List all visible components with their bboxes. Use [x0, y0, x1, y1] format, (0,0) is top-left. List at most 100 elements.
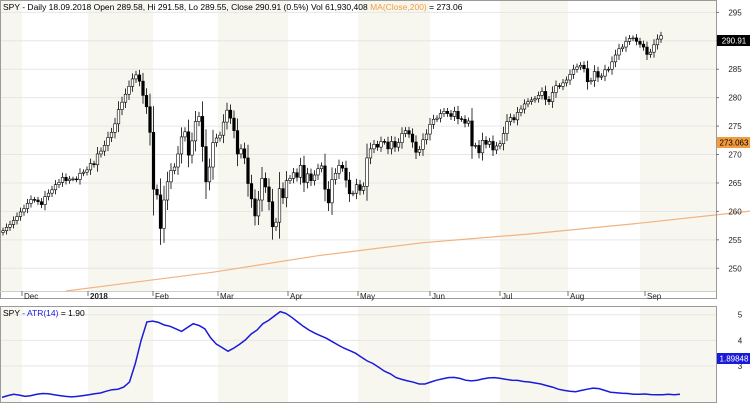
atr-month-band — [568, 307, 640, 402]
candle-body — [50, 189, 54, 194]
candle-body — [214, 137, 219, 143]
x-axis: Dec 2018 Feb Mar Apr May Jun Jul Aug Sep — [21, 291, 662, 301]
price-y-tick-label: 275 — [728, 122, 742, 131]
candle-body — [60, 176, 65, 183]
candle-body — [155, 188, 159, 196]
candle-body — [393, 141, 397, 148]
candle-body — [561, 82, 565, 87]
candle-body — [543, 91, 548, 100]
candle-body — [36, 199, 40, 203]
candle-body — [109, 132, 114, 138]
candle-body — [39, 201, 44, 205]
candle-body — [134, 74, 138, 80]
last-price-tag: 290.91 — [717, 35, 750, 46]
candle-body — [344, 167, 348, 181]
candle-body — [599, 75, 604, 78]
candle-body — [207, 166, 212, 183]
candle-body — [585, 68, 590, 83]
candle-body — [568, 74, 572, 81]
candle-body — [659, 35, 663, 40]
header-ma-label: MA(Close,200) — [370, 2, 427, 12]
price-month-band — [22, 1, 88, 291]
candle-body — [634, 37, 639, 42]
candle-body — [655, 38, 660, 46]
candle-body — [627, 38, 632, 42]
candle-body — [298, 165, 303, 178]
atr-month-band — [88, 307, 153, 402]
candle-body — [158, 194, 163, 229]
candle-body — [435, 117, 439, 120]
candle-body — [305, 173, 310, 183]
candle-body — [141, 80, 145, 96]
candle-body — [253, 198, 257, 217]
ma-value-tag: 273.063 — [717, 137, 750, 148]
atr-y-tick-label: 3 — [738, 362, 743, 371]
candle-body — [29, 199, 33, 204]
price-month-band — [500, 1, 568, 291]
candle-body — [211, 142, 215, 168]
candle-body — [169, 170, 173, 183]
price-month-band — [218, 1, 288, 291]
candle-body — [372, 143, 376, 150]
candle-body — [57, 182, 61, 185]
atr-panel-grid — [1, 314, 716, 367]
candle-body — [274, 221, 278, 228]
atr-month-band — [288, 307, 358, 402]
candle-body — [71, 178, 75, 181]
candle-body — [81, 171, 86, 174]
candle-body — [316, 168, 320, 176]
candle-body — [519, 108, 523, 113]
candle-body — [277, 188, 282, 223]
candle-body — [249, 183, 254, 200]
candle-body — [102, 145, 107, 152]
atr-month-band — [153, 307, 218, 402]
candle-body — [32, 199, 37, 201]
candle-body — [414, 141, 418, 153]
atr-header-value: = 1.90 — [61, 308, 85, 318]
candle-body — [95, 153, 100, 166]
candle-body — [197, 116, 201, 122]
x-tick-label: Jun — [432, 292, 445, 301]
candle-body — [582, 64, 586, 69]
candle-body — [501, 133, 506, 145]
candle-body — [295, 172, 299, 178]
candle-body — [337, 165, 341, 174]
price-y-tick-label: 285 — [728, 65, 742, 74]
header-symbol: SPY — [3, 2, 20, 12]
candle-body — [186, 131, 191, 156]
candle-body — [25, 203, 30, 209]
price-month-band — [288, 1, 358, 291]
candle-body — [445, 111, 450, 114]
price-y-tick-label: 295 — [728, 8, 742, 17]
candle-body — [410, 133, 415, 143]
x-tick-label: Jul — [502, 292, 512, 301]
candle-body — [533, 98, 537, 101]
candle-body — [46, 192, 51, 197]
candle-body — [148, 106, 152, 133]
candle-body — [407, 130, 411, 135]
candle-body — [613, 54, 618, 63]
candle-body — [379, 141, 383, 148]
candle-body — [547, 99, 551, 102]
candle-body — [284, 180, 289, 199]
candle-body — [354, 184, 359, 194]
ma200-line — [65, 210, 750, 292]
price-panel-bands — [0, 1, 716, 291]
candle-body — [99, 150, 103, 155]
header-info: - Daily 18.09.2018 Open 289.58, Hi 291.5… — [22, 2, 368, 12]
candle-body — [319, 165, 324, 170]
candle-body — [428, 124, 432, 135]
ma200-layer — [65, 210, 750, 292]
atr-month-band — [640, 307, 716, 402]
candle-body — [137, 74, 142, 82]
x-tick-label: Sep — [647, 292, 662, 301]
candle-body — [382, 141, 387, 143]
candle-body — [256, 199, 261, 217]
candle-body — [281, 188, 285, 199]
price-panel-grid — [1, 11, 716, 269]
candle-body — [221, 121, 226, 136]
candle-body — [522, 103, 527, 110]
price-y-tick-label: 255 — [728, 236, 742, 245]
candle-body — [452, 111, 457, 117]
candle-body — [508, 117, 513, 122]
